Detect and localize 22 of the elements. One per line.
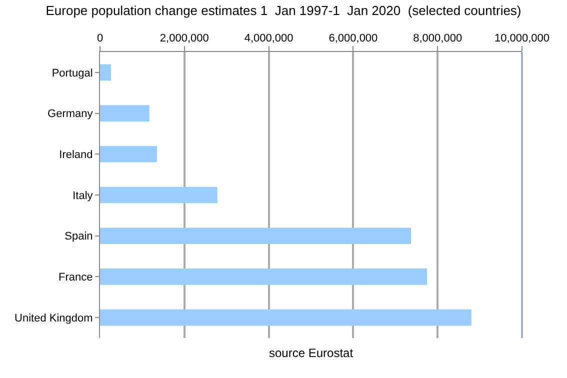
bar [100,105,150,122]
bar [100,64,111,81]
x-tick-label: 0 [96,32,104,45]
x-tick-label: 10,000,000 [494,32,550,45]
chart-title: Europe population change estimates 1 Jan 1997-1 Jan 2020 (selected countries) [46,2,522,18]
y-tick-label: United Kingdom [14,312,93,324]
y-tick-label: France [58,272,93,284]
bar [100,146,157,162]
y-tick-label: Germany [48,108,94,120]
bar [100,186,218,204]
y-tick-label: Portugal [52,67,93,80]
x-tick-label: 4,000,000 [244,32,294,45]
x-tick-label: 8,000,000 [413,32,462,45]
y-tick-label: Spain [64,230,93,243]
bar [100,309,472,326]
bar [100,268,428,285]
y-tick-label: Italy [72,190,94,202]
source-note: source Eurostat [269,346,354,360]
x-tick-label: 2,000,000 [160,32,209,45]
y-tick-label: Ireland [59,148,93,161]
bar [100,228,412,244]
x-tick-label: 6,000,000 [328,32,378,45]
